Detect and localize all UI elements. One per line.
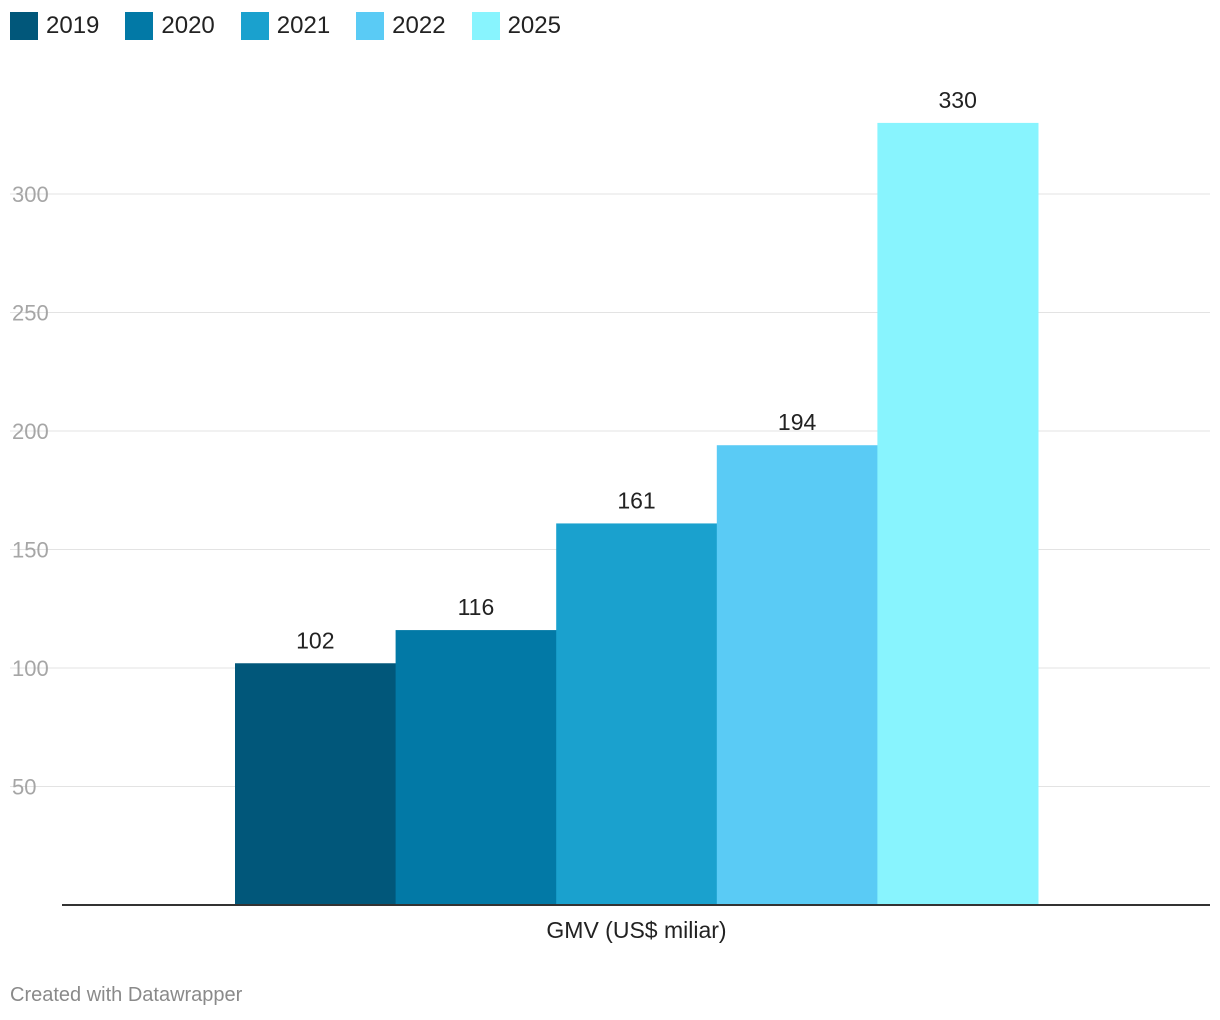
data-label: 102 (296, 627, 334, 653)
bar-2022 (716, 445, 878, 905)
footer-credit: Created with Datawrapper (10, 984, 243, 1006)
bar-2020 (395, 630, 557, 905)
legend-swatch (471, 12, 500, 40)
legend-label: 2020 (161, 12, 215, 39)
legend-swatch (240, 12, 269, 40)
legend-swatch (10, 12, 38, 40)
legend-item-2025: 2025 (471, 12, 561, 40)
chart-legend: 2019 2020 2021 2022 2025 (10, 10, 587, 42)
legend-item-2020: 2020 (125, 12, 215, 40)
data-label: 330 (939, 87, 977, 113)
y-tick-label: 150 (12, 538, 49, 563)
y-tick-label: 300 (12, 182, 49, 207)
data-label: 116 (458, 594, 495, 620)
y-tick-label: 200 (12, 419, 49, 444)
legend-swatch (125, 12, 154, 40)
x-category-label: GMV (US$ miliar) (546, 917, 726, 943)
bar-2021 (556, 523, 718, 905)
legend-label: 2019 (46, 12, 100, 39)
bar-2019 (235, 663, 397, 905)
bar-2025 (877, 122, 1039, 905)
legend-item-2022: 2022 (356, 12, 446, 40)
data-label: 161 (617, 487, 655, 513)
y-tick-label: 100 (12, 656, 49, 681)
y-tick-label: 50 (12, 775, 36, 800)
legend-item-2021: 2021 (240, 12, 331, 40)
legend-label: 2025 (507, 12, 561, 39)
legend-swatch (356, 12, 385, 40)
legend-label: 2021 (276, 12, 331, 39)
y-tick-label: 250 (12, 301, 49, 326)
legend-item-2019: 2019 (10, 12, 99, 40)
data-label: 194 (778, 409, 817, 435)
legend-label: 2022 (392, 12, 446, 39)
